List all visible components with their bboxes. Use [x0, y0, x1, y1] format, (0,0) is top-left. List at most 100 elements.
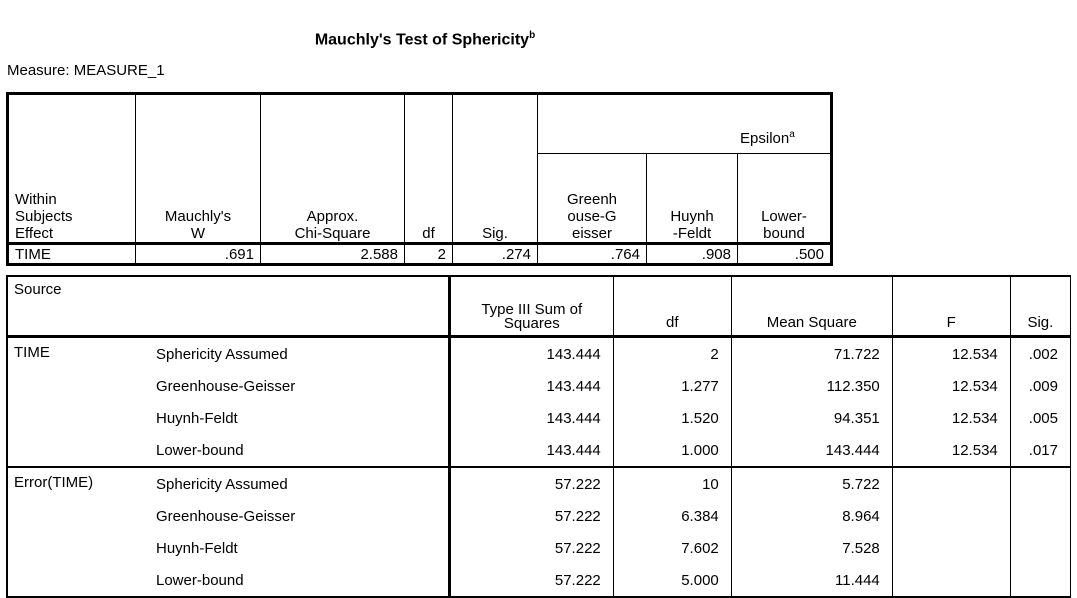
header-chi: Approx. Chi-Square	[260, 93, 405, 244]
header-w: Mauchly's W	[135, 93, 261, 244]
title-footnote: b	[529, 30, 536, 41]
table-cell	[1009, 500, 1072, 532]
table-row: Greenhouse-Geisser 143.444 1.277 112.350 12.…	[7, 370, 1072, 402]
header-effect: Within Subjects Effect	[7, 93, 136, 244]
table-cell: 143.444	[448, 335, 614, 370]
table-cell	[1009, 532, 1072, 564]
header-line: Mauchly's	[164, 208, 232, 225]
table-cell: 71.722	[730, 335, 893, 370]
header-gg: Greenh ouse-G eisser	[537, 153, 647, 244]
table-cell: 10	[612, 466, 732, 500]
header-line: Approx.	[306, 208, 359, 225]
table-cell	[891, 564, 1011, 597]
header-ms: Mean Square	[730, 275, 893, 338]
source-cell: Error(TIME)	[6, 466, 150, 597]
header-hf: Huynh -Feldt	[646, 153, 738, 244]
table-cell: 1.277	[612, 370, 732, 402]
table-cell	[891, 500, 1011, 532]
epsilon-text: Epsilon	[740, 130, 790, 147]
table-cell: .274	[452, 242, 538, 265]
table-cell: 12.534	[891, 370, 1011, 402]
table-row: Lower-bound 143.444 1.000 143.444 12.534.017	[7, 434, 1072, 467]
header-line: Subjects	[15, 208, 73, 225]
table-cell: .500	[737, 242, 832, 265]
header-sig: Sig.	[452, 93, 538, 244]
table-cell	[1009, 466, 1072, 500]
header-line: eisser	[571, 225, 612, 242]
table-cell: 1.000	[612, 434, 732, 467]
table-row: Lower-bound 57.222 5.000 11.444	[7, 564, 1072, 597]
table-cell: 7.528	[730, 532, 893, 564]
table-cell: 57.222	[448, 500, 614, 532]
header-line: Greenh	[566, 191, 618, 208]
table-cell: Lower-bound	[150, 434, 451, 467]
table-cell: 2.588	[260, 242, 405, 265]
table-cell: 1.520	[612, 402, 732, 434]
table-cell: .005	[1009, 402, 1072, 434]
table-cell: .002	[1009, 335, 1072, 370]
header-line: Lower-	[761, 208, 807, 225]
table-row: Huynh-Feldt 143.444 1.520 94.351 12.534.005	[7, 402, 1072, 434]
table-cell	[891, 532, 1011, 564]
table-row: Greenhouse-Geisser 57.222 6.384 8.964	[7, 500, 1072, 532]
header-line: Chi-Square	[294, 225, 371, 242]
header-source: Source	[6, 275, 451, 338]
epsilon-footnote: a	[789, 129, 795, 140]
header-line: -Feldt	[672, 225, 712, 242]
table-cell: 57.222	[448, 466, 614, 500]
table-cell: Huynh-Feldt	[150, 402, 451, 434]
table-cell: .009	[1009, 370, 1072, 402]
table-cell: .017	[1009, 434, 1072, 467]
table-cell: 143.444	[730, 434, 893, 467]
table-cell: Greenhouse-Geisser	[150, 370, 451, 402]
table-cell: 143.444	[448, 370, 614, 402]
title-text: Mauchly's Test of Sphericity	[314, 31, 530, 49]
table-cell: Sphericity Assumed	[150, 335, 451, 370]
table-cell: 143.444	[448, 434, 614, 467]
table-cell: 5.722	[730, 466, 893, 500]
header-line: Within	[15, 191, 57, 208]
table-cell: 143.444	[448, 402, 614, 434]
header-ss: Type III Sum of Squares	[448, 275, 614, 338]
table-row: Error(TIME) Sphericity Assumed 57.222 10 5.7…	[6, 466, 1072, 597]
table-cell: 12.534	[891, 402, 1011, 434]
table-cell: 5.000	[612, 564, 732, 597]
header-line: Huynh	[670, 208, 714, 225]
table-cell: 12.534	[891, 335, 1011, 370]
table-row: TIME .691 2.588 2.274.764.908.500	[7, 242, 832, 265]
table-cell: .691	[135, 242, 261, 265]
table-cell: 112.350	[730, 370, 893, 402]
table-cell: .764	[537, 242, 647, 265]
table-cell: 2	[404, 242, 453, 265]
table-cell: Huynh-Feldt	[150, 532, 451, 564]
measure-label: Measure: MEASURE_1	[7, 62, 165, 79]
source-cell: TIME	[6, 335, 150, 467]
table-cell: 8.964	[730, 500, 893, 532]
table-cell: 12.534	[891, 434, 1011, 467]
table-row: TIME Sphericity Assumed 143.444 2 71.722 12.5…	[6, 335, 1072, 467]
table-title: Mauchly's Test of Sphericityb	[0, 30, 850, 49]
header-sig: Sig.	[1009, 275, 1072, 338]
table-cell: 6.384	[612, 500, 732, 532]
table-cell: 57.222	[448, 532, 614, 564]
table-row: Huynh-Feldt 57.222 7.602 7.528	[7, 532, 1072, 564]
header-line: W	[190, 225, 206, 242]
header-line: ouse-G	[567, 208, 617, 225]
table-cell: Lower-bound	[150, 564, 451, 597]
table-cell: 7.602	[612, 532, 732, 564]
header-line: bound	[763, 225, 805, 242]
table-cell: Sphericity Assumed	[150, 466, 451, 500]
anova-table: Source Type III Sum of Squares df Mean S…	[6, 275, 1072, 598]
header-line: Effect	[15, 225, 54, 242]
header-epsilon: Epsilona	[537, 93, 832, 154]
header-df: df	[404, 93, 453, 244]
table-cell: 94.351	[730, 402, 893, 434]
table-cell	[1009, 564, 1072, 597]
mauchly-table: Within Subjects Effect Mauchly's W Approx. C…	[6, 92, 833, 266]
table-cell: .908	[646, 242, 738, 265]
header-f: F	[891, 275, 1011, 338]
table-cell: TIME	[7, 242, 136, 265]
table-cell: Greenhouse-Geisser	[150, 500, 451, 532]
header-df: df	[612, 275, 732, 338]
table-cell: 57.222	[448, 564, 614, 597]
